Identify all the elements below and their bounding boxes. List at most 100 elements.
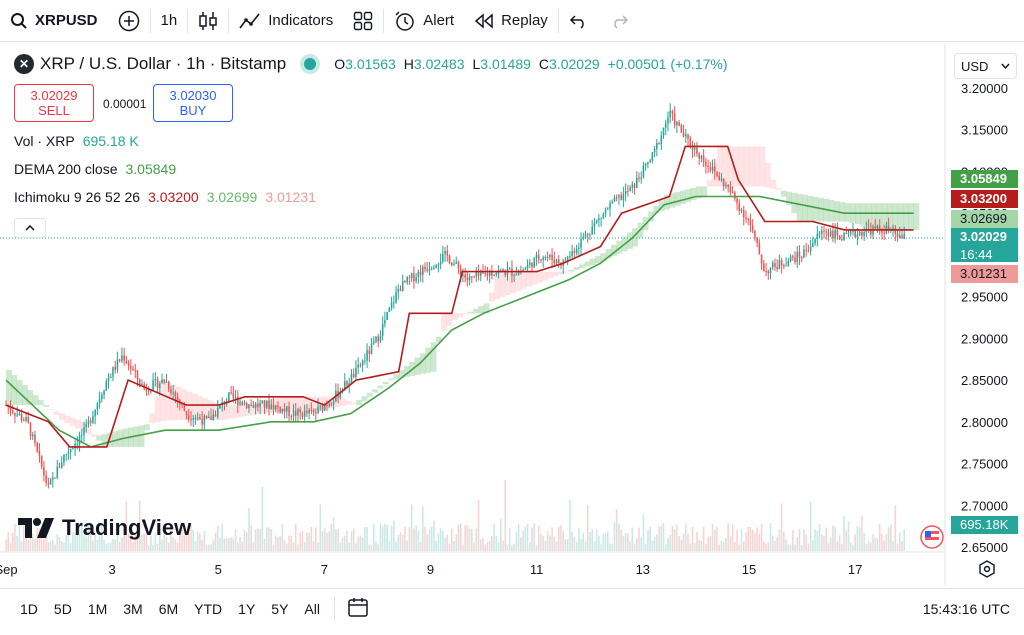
- volume-bar: [693, 543, 696, 551]
- undo-button[interactable]: [559, 0, 599, 42]
- cloud-segment: [669, 193, 676, 208]
- candle-body: [92, 416, 94, 423]
- candle-body: [881, 229, 883, 233]
- cloud-segment: [244, 405, 251, 416]
- volume-bar: [609, 543, 611, 551]
- undo-icon: [569, 14, 584, 29]
- candle-body: [569, 255, 571, 257]
- range-button-ytd[interactable]: YTD: [194, 600, 223, 617]
- range-button-1m[interactable]: 1M: [87, 600, 108, 617]
- candle-body: [673, 113, 676, 126]
- cloud-segment: [393, 374, 400, 380]
- cloud-segment: [191, 393, 198, 421]
- indicators-button[interactable]: Indicators: [229, 0, 343, 42]
- price-chart[interactable]: 3.200003.150003.100003.050003.000002.950…: [0, 44, 1024, 585]
- volume-bar: [774, 541, 776, 551]
- volume-bar: [384, 524, 386, 551]
- volume-bar: [901, 540, 903, 551]
- layouts-button[interactable]: [343, 0, 383, 42]
- replay-button[interactable]: Replay: [464, 0, 558, 42]
- volume-bar: [658, 526, 660, 551]
- sell-button[interactable]: 3.02029 SELL: [14, 84, 94, 122]
- candle-body: [734, 192, 736, 199]
- dema-legend[interactable]: DEMA 200 close 3.05849: [14, 161, 176, 177]
- cloud-segment: [202, 398, 209, 421]
- volume-legend[interactable]: Vol · XRP 695.18 K: [14, 133, 139, 149]
- candle-body: [555, 259, 558, 264]
- candle-body: [176, 396, 179, 401]
- ichimoku-legend[interactable]: Ichimoku 9 26 52 26 3.03200 3.02699 3.01…: [14, 189, 316, 205]
- alarm-clock-icon: [395, 10, 414, 31]
- interval-button[interactable]: 1h: [151, 0, 188, 42]
- price-axis: 3.200003.150003.100003.050003.000002.950…: [961, 81, 1008, 555]
- cloud-segment: [21, 385, 28, 406]
- range-button-5d[interactable]: 5D: [53, 600, 72, 617]
- chart-type-button[interactable]: [188, 0, 228, 42]
- cloud-segment: [727, 146, 734, 187]
- collapse-legend-button[interactable]: [14, 218, 46, 238]
- candle-body: [776, 266, 778, 269]
- candle-body: [29, 422, 32, 437]
- alert-button[interactable]: Alert: [384, 0, 464, 42]
- candle-body: [722, 178, 725, 187]
- candle-body: [63, 454, 65, 463]
- range-button-all[interactable]: All: [304, 600, 320, 617]
- candle-body: [863, 232, 865, 236]
- range-button-6m[interactable]: 6M: [158, 600, 179, 617]
- compare-symbol-button[interactable]: [108, 0, 150, 42]
- candle-body: [145, 388, 148, 391]
- volume-bar: [52, 539, 54, 551]
- cloud-segment: [563, 271, 570, 273]
- volume-bar: [506, 544, 509, 551]
- candle-body: [557, 259, 560, 263]
- price-tick-label: 3.20000: [961, 81, 1008, 96]
- volume-bar: [201, 539, 203, 551]
- time-axis-settings-icon[interactable]: [979, 560, 995, 578]
- currency-select[interactable]: USD: [954, 53, 1017, 79]
- volume-bar: [118, 542, 121, 551]
- volume-bar: [698, 539, 700, 551]
- bottom-toolbar: 1D 5D 1M 3M 6M YTD 1Y 5Y All 15:43:16 UTC: [0, 588, 1024, 628]
- legend-title[interactable]: XRP / U.S. Dollar · 1h · Bitstamp: [40, 54, 287, 73]
- candle-body: [310, 410, 313, 412]
- volume-bar: [495, 535, 498, 551]
- volume-bar: [239, 537, 241, 551]
- volume-bar: [404, 526, 406, 551]
- cloud-segment: [510, 271, 517, 293]
- redo-button[interactable]: [599, 0, 639, 42]
- volume-bar: [243, 529, 246, 551]
- range-button-1d[interactable]: 1D: [20, 600, 38, 617]
- buy-button[interactable]: 3.02030 BUY: [153, 84, 233, 122]
- range-button-5y[interactable]: 5Y: [271, 600, 289, 617]
- candle-body: [876, 225, 879, 229]
- candle-body: [598, 218, 600, 221]
- volume-bar: [232, 538, 235, 551]
- volume-bar: [89, 523, 92, 551]
- volume-bar: [346, 530, 348, 551]
- candle-body: [471, 276, 473, 278]
- candle-body: [526, 264, 529, 269]
- range-button-1y[interactable]: 1Y: [238, 600, 256, 617]
- symbol-search[interactable]: XRPUSD: [0, 0, 108, 42]
- candle-body: [711, 166, 714, 171]
- tradingview-logo[interactable]: TradingView: [18, 515, 191, 541]
- volume-bar: [47, 542, 50, 551]
- cloud-segment: [32, 395, 39, 406]
- candle-body: [549, 254, 551, 258]
- volume-bar: [364, 526, 366, 551]
- candle-body: [270, 404, 273, 409]
- cloud-segment: [579, 264, 586, 269]
- candle-body: [393, 302, 395, 304]
- candle-body: [277, 405, 279, 408]
- cloud-segment: [908, 203, 915, 230]
- candle-body: [132, 368, 134, 371]
- volume-bar: [415, 525, 417, 551]
- volume-bar: [664, 544, 667, 551]
- range-button-3m[interactable]: 3M: [123, 600, 143, 617]
- volume-bar: [417, 530, 420, 551]
- chart-pane[interactable]: 3.200003.150003.100003.050003.000002.950…: [0, 44, 1024, 585]
- utc-clock[interactable]: 15:43:16 UTC: [922, 600, 1010, 617]
- volume-bar: [794, 544, 796, 551]
- volume-bar: [720, 540, 723, 551]
- goto-date-button[interactable]: [335, 597, 381, 620]
